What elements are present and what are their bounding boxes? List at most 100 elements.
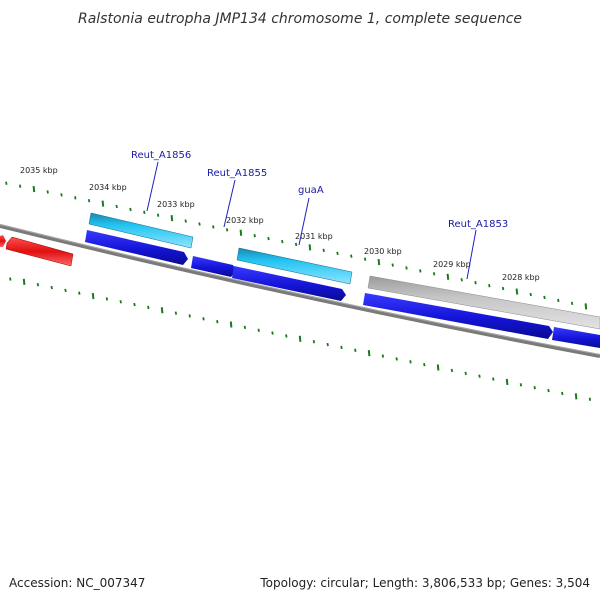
minor-tick: [363, 257, 367, 261]
kbp-label: 2033 kbp: [157, 200, 195, 209]
minor-tick: [423, 362, 426, 367]
minor-tick: [156, 213, 160, 217]
minor-tick: [478, 374, 481, 378]
minor-tick: [281, 239, 284, 244]
gene-guaa[interactable]: [236, 247, 353, 285]
minor-tick: [78, 291, 81, 295]
kbp-label: 2030 kbp: [364, 247, 402, 256]
minor-tick: [450, 368, 454, 373]
minor-tick: [501, 286, 505, 291]
major-tick: [101, 200, 105, 207]
minor-tick: [46, 190, 49, 194]
major-tick: [22, 278, 26, 285]
gene-red-left[interactable]: [0, 235, 6, 247]
callout-reut-a1856: [146, 161, 159, 212]
minor-tick: [243, 325, 247, 330]
minor-tick: [419, 269, 422, 273]
minor-tick: [395, 357, 398, 361]
major-tick: [584, 303, 588, 310]
minor-tick: [225, 228, 229, 232]
minor-tick: [588, 397, 592, 401]
minor-tick: [119, 300, 122, 304]
gene-label-reut-a1855: Reut_A1855: [207, 168, 267, 179]
minor-tick: [322, 248, 325, 253]
minor-tick: [271, 331, 274, 335]
major-tick: [377, 258, 381, 266]
minor-tick: [561, 391, 564, 396]
minor-tick: [129, 207, 132, 212]
minor-tick: [143, 210, 146, 214]
major-tick: [229, 321, 233, 328]
minor-tick: [381, 354, 385, 358]
minor-tick: [474, 281, 477, 285]
major-tick: [367, 350, 371, 357]
kbp-label: 2028 kbp: [502, 273, 540, 282]
major-tick: [308, 244, 312, 251]
major-tick: [239, 229, 243, 236]
cds-reut-a1856[interactable]: [85, 230, 188, 265]
minor-tick: [350, 254, 353, 258]
minor-tick: [492, 377, 495, 381]
kbp-label: 2029 kbp: [433, 260, 471, 269]
minor-tick: [5, 181, 8, 185]
callout-reut-a1855: [223, 179, 236, 228]
minor-tick: [133, 302, 136, 307]
minor-tick: [105, 297, 109, 301]
minor-tick: [64, 288, 67, 293]
major-tick: [160, 307, 164, 314]
minor-tick: [188, 314, 191, 318]
minor-tick: [257, 328, 260, 332]
kbp-label: 2035 kbp: [20, 166, 58, 175]
gene-label-guaa: guaA: [298, 185, 324, 196]
minor-tick: [50, 285, 53, 290]
minor-tick: [409, 360, 412, 364]
cds-reut-a1855[interactable]: [191, 256, 236, 277]
cds-guaa[interactable]: [232, 266, 346, 301]
minor-tick: [174, 311, 178, 315]
gene-red[interactable]: [5, 236, 74, 267]
major-tick: [32, 185, 36, 193]
minor-tick: [312, 340, 316, 344]
major-tick: [170, 215, 174, 222]
kbp-label: 2034 kbp: [89, 183, 127, 192]
minor-tick: [519, 383, 523, 387]
gene-reut-a1856[interactable]: [88, 212, 194, 249]
chromosome-backbone: [0, 224, 600, 358]
minor-tick: [340, 345, 343, 350]
minor-tick: [9, 277, 12, 281]
gene-reut-a1853[interactable]: [367, 275, 600, 330]
tick-row-inner: [9, 277, 592, 401]
minor-tick: [253, 234, 256, 238]
minor-tick: [488, 283, 491, 288]
major-tick: [574, 393, 578, 400]
minor-tick: [147, 305, 150, 310]
cds-reut-a1853[interactable]: [363, 293, 553, 339]
chromosome-backbone-highlight: [0, 224, 600, 355]
minor-tick: [529, 292, 532, 297]
map-title: Ralstonia eutropha JMP134 chromosome 1, …: [78, 11, 522, 27]
major-tick: [298, 335, 302, 342]
minor-tick: [464, 371, 467, 375]
minor-tick: [533, 386, 536, 390]
minor-tick: [60, 193, 63, 197]
minor-tick: [285, 334, 288, 338]
minor-tick: [405, 266, 408, 270]
minor-tick: [354, 348, 357, 352]
summary-text: Topology: circular; Length: 3,806,533 bp…: [259, 576, 590, 590]
gene-label-reut-a1853: Reut_A1853: [448, 219, 508, 230]
minor-tick: [115, 204, 118, 209]
callout-guaa: [298, 197, 310, 246]
minor-tick: [570, 301, 574, 306]
minor-tick: [18, 184, 22, 188]
gene-label-reut-a1856: Reut_A1856: [131, 150, 191, 161]
minor-tick: [198, 222, 201, 226]
minor-tick: [294, 242, 298, 247]
minor-tick: [212, 225, 215, 229]
minor-tick: [87, 199, 91, 203]
major-tick: [436, 364, 440, 371]
callout-reut-a1853: [466, 229, 477, 280]
cds-next[interactable]: [552, 327, 600, 348]
minor-tick: [267, 236, 270, 241]
minor-tick: [543, 295, 546, 300]
